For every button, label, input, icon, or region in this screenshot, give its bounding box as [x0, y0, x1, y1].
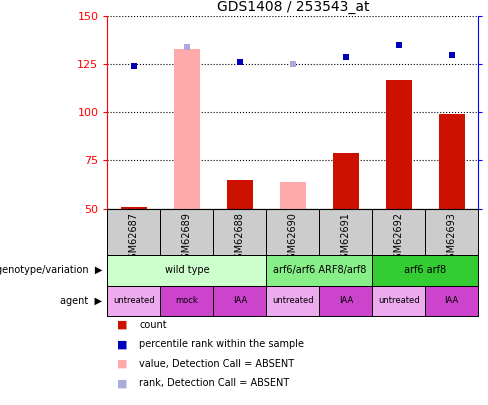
Text: GSM62693: GSM62693	[447, 212, 457, 265]
Text: wild type: wild type	[164, 265, 209, 275]
Bar	[266, 286, 319, 316]
Bar	[439, 114, 465, 209]
Text: GSM62692: GSM62692	[394, 212, 404, 265]
Bar	[266, 209, 319, 255]
Text: ■: ■	[117, 359, 128, 369]
Text: arf6 arf8: arf6 arf8	[404, 265, 447, 275]
Text: GSM62687: GSM62687	[129, 212, 139, 265]
Text: genotype/variation  ▶: genotype/variation ▶	[0, 265, 102, 275]
Text: GSM62691: GSM62691	[341, 212, 351, 265]
Bar	[425, 209, 478, 255]
Text: GSM62690: GSM62690	[288, 212, 298, 265]
Text: GSM62688: GSM62688	[235, 212, 245, 265]
Text: untreated: untreated	[113, 296, 155, 305]
Text: percentile rank within the sample: percentile rank within the sample	[139, 339, 304, 350]
Text: ■: ■	[117, 339, 128, 350]
Bar	[386, 80, 412, 209]
Bar	[107, 209, 161, 255]
Text: agent  ▶: agent ▶	[61, 296, 102, 306]
Bar	[372, 286, 425, 316]
Bar	[121, 207, 147, 209]
Bar	[107, 286, 161, 316]
Text: untreated: untreated	[378, 296, 420, 305]
Text: ■: ■	[117, 378, 128, 388]
Bar	[372, 209, 425, 255]
Bar	[266, 255, 372, 286]
Bar	[319, 209, 372, 255]
Text: IAA: IAA	[445, 296, 459, 305]
Text: value, Detection Call = ABSENT: value, Detection Call = ABSENT	[139, 359, 294, 369]
Bar	[107, 255, 266, 286]
Bar	[425, 286, 478, 316]
Text: IAA: IAA	[233, 296, 247, 305]
Bar	[319, 286, 372, 316]
Bar	[161, 209, 213, 255]
Text: arf6/arf6 ARF8/arf8: arf6/arf6 ARF8/arf8	[273, 265, 366, 275]
Bar	[332, 153, 359, 209]
Text: count: count	[139, 320, 167, 330]
Text: IAA: IAA	[339, 296, 353, 305]
Bar	[280, 181, 306, 209]
Bar	[213, 286, 266, 316]
Bar	[213, 209, 266, 255]
Text: mock: mock	[176, 296, 198, 305]
Bar	[372, 255, 478, 286]
Title: GDS1408 / 253543_at: GDS1408 / 253543_at	[217, 0, 369, 14]
Text: ■: ■	[117, 320, 128, 330]
Text: rank, Detection Call = ABSENT: rank, Detection Call = ABSENT	[139, 378, 289, 388]
Text: GSM62689: GSM62689	[182, 212, 192, 265]
Bar	[161, 286, 213, 316]
Bar	[226, 180, 253, 209]
Bar	[174, 49, 200, 209]
Text: untreated: untreated	[272, 296, 314, 305]
